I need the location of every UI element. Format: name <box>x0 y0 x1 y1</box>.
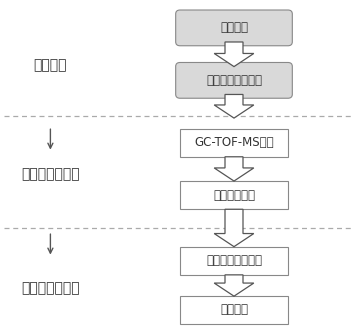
Text: 样品制备: 样品制备 <box>33 59 67 72</box>
Text: 发酵调控: 发酵调控 <box>220 303 248 317</box>
Text: 胞内代谢特征分析: 胞内代谢特征分析 <box>206 254 262 267</box>
Polygon shape <box>214 94 254 118</box>
FancyBboxPatch shape <box>176 10 292 46</box>
FancyBboxPatch shape <box>180 129 288 157</box>
Text: 生物解析和调控: 生物解析和调控 <box>21 282 80 296</box>
Polygon shape <box>214 42 254 67</box>
Text: 多元统计分析: 多元统计分析 <box>213 189 255 202</box>
Polygon shape <box>214 209 254 247</box>
Text: 胞内代谢物的提取: 胞内代谢物的提取 <box>206 74 262 87</box>
Text: GC-TOF-MS检测: GC-TOF-MS检测 <box>194 136 274 149</box>
Text: 同步培养: 同步培养 <box>220 21 248 34</box>
FancyBboxPatch shape <box>180 181 288 209</box>
Polygon shape <box>214 275 254 296</box>
FancyBboxPatch shape <box>180 247 288 275</box>
Text: 数据采集及分析: 数据采集及分析 <box>21 167 80 181</box>
FancyBboxPatch shape <box>176 62 292 98</box>
FancyBboxPatch shape <box>180 296 288 324</box>
Polygon shape <box>214 157 254 181</box>
